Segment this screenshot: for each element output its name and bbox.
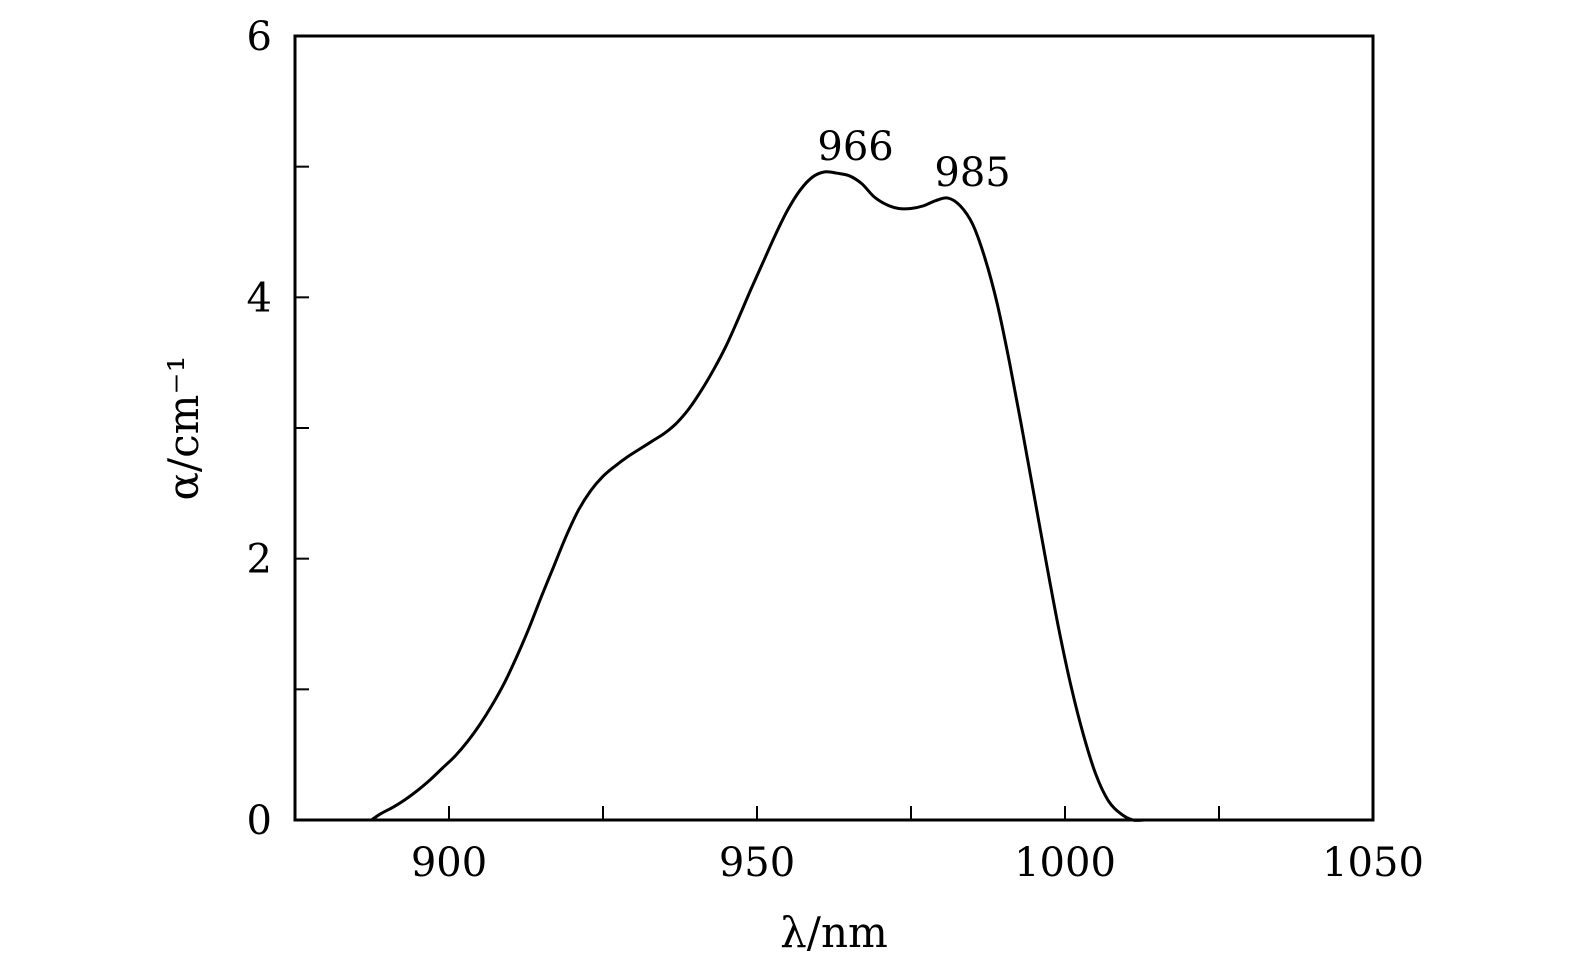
tick-labels-layer: 900 950 1000 1050 0 2 4 6 xyxy=(247,14,1424,886)
y-tick-label: 4 xyxy=(247,275,272,321)
y-tick-label: 6 xyxy=(247,14,272,60)
annotations-layer: 966 985 xyxy=(817,124,1010,196)
x-axis-title: λ/nm xyxy=(780,908,888,957)
x-tick-label: 950 xyxy=(719,840,795,886)
x-tick-label: 1000 xyxy=(1014,840,1116,886)
y-tick-label: 2 xyxy=(247,537,272,583)
peak-annotation: 985 xyxy=(934,150,1010,196)
peak-annotation: 966 xyxy=(817,124,893,170)
ticks-layer xyxy=(295,35,1374,821)
series-line xyxy=(370,170,1167,822)
x-tick-label: 900 xyxy=(411,840,487,886)
y-axis-title: α/cm⁻¹ xyxy=(159,356,208,501)
y-tick-label: 0 xyxy=(247,798,272,844)
series-layer xyxy=(370,170,1167,822)
x-tick-label: 1050 xyxy=(1322,840,1424,886)
